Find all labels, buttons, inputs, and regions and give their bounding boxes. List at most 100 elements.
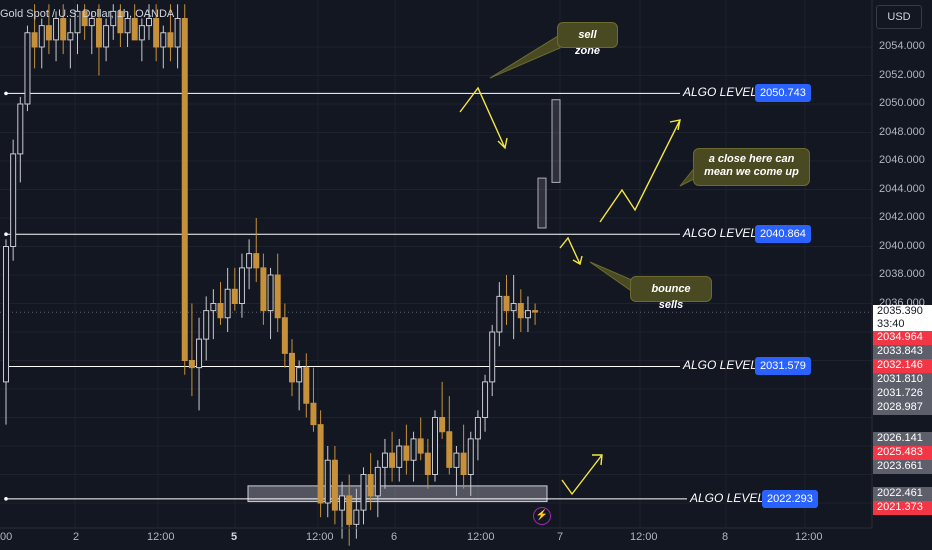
candle-body [196,338,203,369]
price-tag: 2035.390 33:40 [873,305,932,331]
price-tag: 2034.964 [873,331,932,345]
candle-body [381,452,388,468]
candle-body [296,367,303,383]
candle-body [31,32,38,48]
candle-bearish [460,424,467,489]
candle-body [17,103,24,155]
time-axis-tick: 7 [557,531,564,543]
sell-zone-box-lower [537,177,547,229]
price-tag: 2021.373 [873,501,932,515]
candle-body [88,18,95,27]
note-bounce-sells[interactable]: bounce sells [630,276,712,311]
candle-body [45,25,52,41]
candle-bullish [474,410,481,461]
candle-body [446,431,453,468]
note-text-line1: a close here can [708,153,795,165]
price-axis-tick: 2042.000 [879,211,925,223]
candle-bearish [95,4,102,76]
candle-bullish [210,289,217,340]
candle-bearish [81,4,88,40]
candle-bullish [3,239,9,425]
candle-body [38,25,45,48]
candle-bearish [289,339,295,397]
candle-body [367,474,374,497]
candle-bullish [74,4,81,55]
time-axis-tick: 12:00 [467,531,495,543]
price-axis-tick: 2046.000 [879,154,925,166]
lightning-icon[interactable]: ⚡ [533,507,551,525]
candle-body [317,424,324,504]
candle-body [410,438,417,461]
candle-bullish [489,324,496,397]
candle-body [360,474,367,511]
candle-bullish [146,4,152,40]
note-close-here[interactable]: a close here can mean we come up [693,148,810,186]
candle-body [439,417,446,433]
symbol-title: Gold Spot / U.S. Dollar, 1h, OANDA [0,8,175,20]
candle-body [524,310,531,319]
note-text: sell zone [574,29,601,57]
candle-bearish [260,253,267,325]
candle-bearish [367,453,374,511]
candle-body [117,10,124,34]
time-axis-tick: 12:00 [630,531,658,543]
candle-bullish [138,18,145,62]
time-axis-tick: 5 [231,531,238,543]
price-tag: 2026.141 [873,432,932,446]
price-tag-value: 2034.964 [877,331,923,343]
candle-body [81,10,88,27]
candle-body [389,452,396,468]
candle-body [95,18,102,48]
candle-body [103,25,110,48]
candle-body [253,253,260,269]
candle-body [60,18,67,41]
candle-bullish [396,438,403,482]
candle-bullish [453,446,460,496]
candle-bearish [131,4,138,41]
currency-button[interactable]: USD [876,5,922,29]
time-axis-tick: 8 [722,531,729,543]
candle-bearish [31,4,38,69]
price-tag: 2031.726 [873,387,932,401]
candle-bearish [303,353,310,418]
price-tag-value: 2022.461 [877,487,923,499]
up-arrow-path [599,119,681,223]
candle-body [281,317,288,354]
candle-body [210,303,217,312]
candle-bullish [203,296,210,361]
candle-body [403,445,410,461]
note-sell-zone[interactable]: sell zone [557,22,618,57]
candlestick-series [3,4,539,546]
price-axis-tick: 2040.000 [879,239,925,252]
candle-bullish [524,296,531,332]
candle-body [231,288,238,304]
algo-level-price: 2031.579 [755,357,811,376]
time-axis-tick: 00 [0,531,13,543]
candle-body [174,18,181,48]
candle-body [238,267,245,304]
candle-bullish [110,4,117,40]
candle-body [503,295,510,312]
candle-bearish [117,4,124,47]
candle-bullish [353,488,360,539]
price-tag-value: 2021.373 [877,501,923,513]
algo-level-label: ALGO LEVEL [690,490,765,505]
price-axis-tick: 2038.000 [879,268,925,280]
price-tag-value: 2031.810 [877,373,923,385]
price-tag: 2023.661 [873,460,932,474]
price-tag-value: 2031.726 [877,387,923,399]
candle-bullish [410,431,417,482]
price-tag-value: 2025.483 [877,446,923,458]
price-axis-tick: 2044.000 [879,182,925,195]
time-axis-tick: 2 [73,531,80,543]
price-tag-value: 2035.390 [877,305,923,317]
candle-body [53,18,60,41]
candle-bearish [532,303,539,325]
candle-body [510,303,517,312]
candle-bullish [67,18,74,69]
note-pointer [589,261,633,291]
algo-level-price: 2050.743 [755,84,811,103]
candle-body [310,402,317,426]
candle-bullish [360,467,367,525]
